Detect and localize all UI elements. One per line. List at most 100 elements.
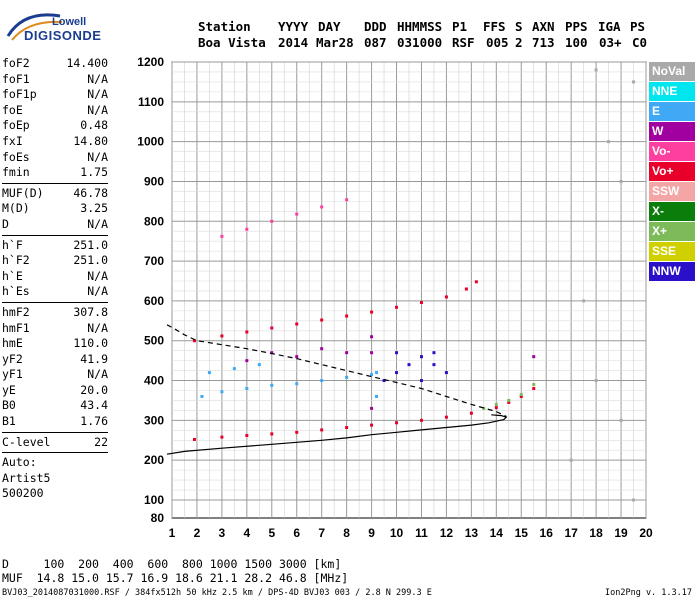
x-tick-label: 4 xyxy=(243,526,250,540)
data-point-6-1 xyxy=(245,227,249,231)
data-point-0-0 xyxy=(192,437,196,441)
x-tick-label: 18 xyxy=(589,526,603,540)
data-point-3-7 xyxy=(370,373,374,377)
param-note: Artist5 xyxy=(2,470,51,485)
x-tick-label: 20 xyxy=(639,526,653,540)
y-tick-label: 400 xyxy=(144,374,164,388)
x-tick-label: 5 xyxy=(268,526,275,540)
header-value-1: 2014 xyxy=(278,35,309,50)
header-value-9: 100 xyxy=(565,35,588,50)
x-tick-label: 1 xyxy=(169,526,176,540)
param-separator xyxy=(2,431,108,433)
header-label-11: PS xyxy=(630,19,646,34)
header-label-9: PPS xyxy=(565,19,588,34)
legend-item-ssw: SSW xyxy=(649,182,695,201)
data-point-3-4 xyxy=(295,382,299,386)
param-value: 3.25 xyxy=(80,201,108,216)
header-value-3: 087 xyxy=(364,35,387,50)
data-point-0-7 xyxy=(370,423,374,427)
param-row: yF2 41.9 xyxy=(2,352,108,368)
data-point-5-6 xyxy=(370,406,374,410)
param-value: N/A xyxy=(87,149,108,164)
x-tick-label: 15 xyxy=(515,526,529,540)
x-tick-label: 7 xyxy=(318,526,325,540)
legend-item-noval: NoVal xyxy=(649,62,695,81)
header-label-10: IGA xyxy=(598,19,621,34)
data-point-4-6 xyxy=(419,379,423,383)
param-value: 43.4 xyxy=(80,398,108,413)
param-name: foEp xyxy=(2,118,30,133)
legend-item-w: W xyxy=(649,122,695,141)
x-tick-label: 17 xyxy=(564,526,578,540)
param-row: hmF1 N/A xyxy=(2,321,108,337)
plot-area xyxy=(171,61,647,519)
data-point-0-5 xyxy=(320,428,324,432)
data-point-0-13 xyxy=(507,400,511,404)
data-point-1-3 xyxy=(270,326,274,330)
data-point-1-10 xyxy=(444,295,448,299)
param-row: hmE 110.0 xyxy=(2,336,108,352)
data-point-7-3 xyxy=(632,80,636,84)
data-point-3-8 xyxy=(207,371,211,375)
param-name: B0 xyxy=(2,398,16,413)
param-name: yF1 xyxy=(2,367,23,382)
header-label-6: FFS xyxy=(483,19,506,34)
param-row: foF1 N/A xyxy=(2,72,108,88)
data-point-1-8 xyxy=(395,305,399,309)
param-name: C-level xyxy=(2,434,51,449)
param-value: 1.75 xyxy=(80,165,108,180)
data-point-3-1 xyxy=(220,390,224,394)
header-label-5: P1 xyxy=(452,19,468,34)
data-point-0-11 xyxy=(469,411,473,415)
param-row: C-level 22 xyxy=(2,435,108,451)
data-point-0-2 xyxy=(245,433,249,437)
data-point-5-3 xyxy=(320,347,324,351)
data-point-1-2 xyxy=(245,330,249,334)
param-row: D N/A xyxy=(2,217,108,233)
data-point-0-8 xyxy=(395,421,399,425)
data-point-4-8 xyxy=(432,363,436,367)
header-label-2: DAY xyxy=(318,19,341,34)
x-tick-label: 16 xyxy=(540,526,554,540)
param-name: M(D) xyxy=(2,201,30,216)
data-point-1-6 xyxy=(345,314,349,318)
param-name: foF2 xyxy=(2,56,30,70)
param-separator xyxy=(2,452,108,454)
data-point-2-4 xyxy=(532,383,536,387)
param-separator xyxy=(2,301,108,303)
data-point-2-2 xyxy=(507,398,511,402)
param-value: N/A xyxy=(87,284,108,299)
legend-item-nnw: NNW xyxy=(649,262,695,281)
footer-muf-line: MUF 14.8 15.0 15.7 16.9 18.6 21.1 28.2 4… xyxy=(2,571,349,585)
y-tick-label: 300 xyxy=(144,413,164,427)
data-point-0-12 xyxy=(494,406,498,410)
param-name: hmE xyxy=(2,336,23,351)
legend-item-e: E xyxy=(649,102,695,121)
data-point-7-4 xyxy=(582,299,586,303)
x-tick-label: 8 xyxy=(343,526,350,540)
param-row: h`Es N/A xyxy=(2,284,108,300)
param-name: D xyxy=(2,216,9,231)
param-row: B1 1.76 xyxy=(2,414,108,430)
legend-item-vo: Vo- xyxy=(649,142,695,161)
data-point-1-0 xyxy=(192,339,196,343)
data-point-1-7 xyxy=(370,310,374,314)
data-point-4-1 xyxy=(395,371,399,375)
data-point-1-9 xyxy=(419,301,423,305)
data-point-6-3 xyxy=(295,212,299,216)
version-label: Ion2Png v. 1.3.17 xyxy=(605,588,692,598)
legend-item-x: X+ xyxy=(649,222,695,241)
param-name: h`E xyxy=(2,268,23,283)
param-row: foEs N/A xyxy=(2,150,108,166)
param-name: h`F xyxy=(2,237,23,252)
data-point-3-0 xyxy=(200,394,204,398)
y-tick-label: 900 xyxy=(144,174,164,188)
param-value: N/A xyxy=(87,216,108,231)
param-value: 22 xyxy=(94,434,108,449)
param-row: yF1 N/A xyxy=(2,367,108,383)
data-point-2-1 xyxy=(494,402,498,406)
header-value-7: 2 xyxy=(515,35,523,50)
param-value: N/A xyxy=(87,367,108,382)
data-point-0-15 xyxy=(532,387,536,391)
data-point-7-6 xyxy=(619,418,623,422)
